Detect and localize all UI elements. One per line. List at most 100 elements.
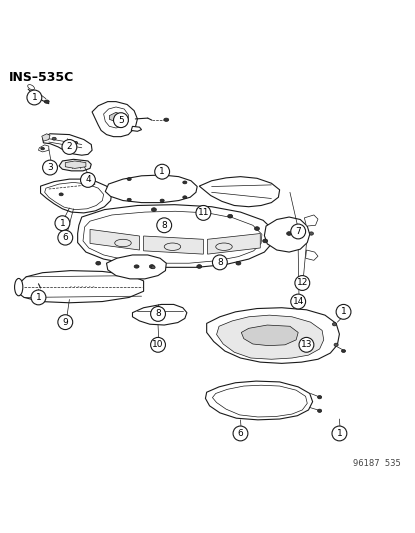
Polygon shape bbox=[65, 161, 86, 168]
Ellipse shape bbox=[134, 265, 139, 268]
Polygon shape bbox=[105, 175, 197, 203]
Polygon shape bbox=[304, 215, 318, 226]
Polygon shape bbox=[16, 271, 144, 303]
Ellipse shape bbox=[340, 316, 344, 318]
Ellipse shape bbox=[32, 295, 38, 299]
Circle shape bbox=[299, 337, 314, 352]
Polygon shape bbox=[132, 304, 187, 325]
Ellipse shape bbox=[254, 227, 259, 230]
Ellipse shape bbox=[263, 239, 268, 243]
Text: 3: 3 bbox=[47, 163, 53, 172]
Polygon shape bbox=[59, 159, 91, 171]
Polygon shape bbox=[41, 179, 112, 213]
Circle shape bbox=[155, 164, 170, 179]
Ellipse shape bbox=[342, 350, 346, 352]
Polygon shape bbox=[39, 145, 49, 152]
Circle shape bbox=[55, 216, 70, 231]
Ellipse shape bbox=[127, 198, 131, 201]
Text: 1: 1 bbox=[36, 293, 42, 302]
Text: 13: 13 bbox=[301, 341, 312, 349]
Polygon shape bbox=[208, 233, 260, 254]
Text: 8: 8 bbox=[217, 258, 223, 267]
Text: 11: 11 bbox=[198, 208, 209, 217]
Ellipse shape bbox=[197, 265, 202, 268]
Text: 6: 6 bbox=[62, 233, 68, 242]
Ellipse shape bbox=[15, 278, 23, 296]
Circle shape bbox=[151, 306, 166, 321]
Ellipse shape bbox=[332, 322, 337, 326]
Circle shape bbox=[62, 140, 77, 155]
Circle shape bbox=[196, 206, 211, 220]
Polygon shape bbox=[264, 217, 310, 252]
Circle shape bbox=[27, 90, 42, 105]
Circle shape bbox=[31, 290, 46, 305]
Polygon shape bbox=[199, 176, 280, 207]
Circle shape bbox=[291, 294, 305, 309]
Polygon shape bbox=[43, 134, 92, 155]
Circle shape bbox=[43, 160, 57, 175]
Circle shape bbox=[81, 173, 95, 188]
Polygon shape bbox=[144, 236, 203, 254]
Ellipse shape bbox=[236, 261, 241, 265]
Circle shape bbox=[332, 426, 347, 441]
Ellipse shape bbox=[160, 199, 164, 202]
Ellipse shape bbox=[52, 138, 56, 140]
Polygon shape bbox=[107, 255, 166, 279]
Polygon shape bbox=[241, 325, 298, 345]
Circle shape bbox=[212, 255, 227, 270]
Polygon shape bbox=[110, 112, 122, 122]
Text: 8: 8 bbox=[161, 221, 167, 230]
Ellipse shape bbox=[317, 395, 322, 399]
Polygon shape bbox=[205, 381, 312, 420]
Text: 10: 10 bbox=[152, 341, 164, 349]
Circle shape bbox=[114, 113, 128, 127]
Polygon shape bbox=[42, 134, 50, 141]
Polygon shape bbox=[207, 308, 339, 364]
Ellipse shape bbox=[158, 312, 163, 316]
Ellipse shape bbox=[183, 196, 187, 199]
Text: 2: 2 bbox=[66, 142, 72, 151]
Polygon shape bbox=[104, 107, 128, 128]
Polygon shape bbox=[92, 102, 137, 136]
Ellipse shape bbox=[59, 193, 63, 196]
Ellipse shape bbox=[151, 208, 156, 212]
Ellipse shape bbox=[183, 181, 187, 184]
Polygon shape bbox=[305, 250, 318, 260]
Circle shape bbox=[157, 218, 172, 233]
Polygon shape bbox=[83, 211, 262, 263]
Ellipse shape bbox=[197, 208, 202, 212]
Ellipse shape bbox=[44, 100, 49, 103]
Circle shape bbox=[291, 224, 305, 239]
Ellipse shape bbox=[160, 176, 164, 179]
Ellipse shape bbox=[317, 409, 322, 413]
Text: 1: 1 bbox=[59, 219, 65, 228]
Text: 14: 14 bbox=[293, 297, 304, 306]
Ellipse shape bbox=[127, 177, 131, 181]
Text: 96187  535: 96187 535 bbox=[354, 459, 401, 467]
Text: 1: 1 bbox=[341, 308, 347, 317]
Text: 8: 8 bbox=[155, 309, 161, 318]
Ellipse shape bbox=[41, 147, 44, 150]
Ellipse shape bbox=[228, 214, 233, 218]
Ellipse shape bbox=[334, 343, 338, 346]
Text: 4: 4 bbox=[85, 175, 91, 184]
Ellipse shape bbox=[73, 141, 78, 144]
Ellipse shape bbox=[151, 266, 155, 269]
Circle shape bbox=[233, 426, 248, 441]
Text: INS–535C: INS–535C bbox=[9, 71, 74, 84]
Polygon shape bbox=[78, 205, 273, 268]
Ellipse shape bbox=[309, 232, 313, 235]
Circle shape bbox=[295, 276, 310, 290]
Ellipse shape bbox=[96, 261, 101, 265]
Ellipse shape bbox=[164, 118, 169, 122]
Text: 1: 1 bbox=[159, 167, 165, 176]
Text: - - - - - - -: - - - - - - - bbox=[70, 284, 94, 289]
Text: 6: 6 bbox=[238, 429, 243, 438]
Circle shape bbox=[336, 304, 351, 319]
Text: 12: 12 bbox=[297, 278, 308, 287]
Text: 5: 5 bbox=[118, 116, 124, 125]
Circle shape bbox=[58, 230, 73, 245]
Text: 9: 9 bbox=[62, 318, 68, 327]
Polygon shape bbox=[90, 229, 139, 250]
Polygon shape bbox=[217, 315, 324, 359]
